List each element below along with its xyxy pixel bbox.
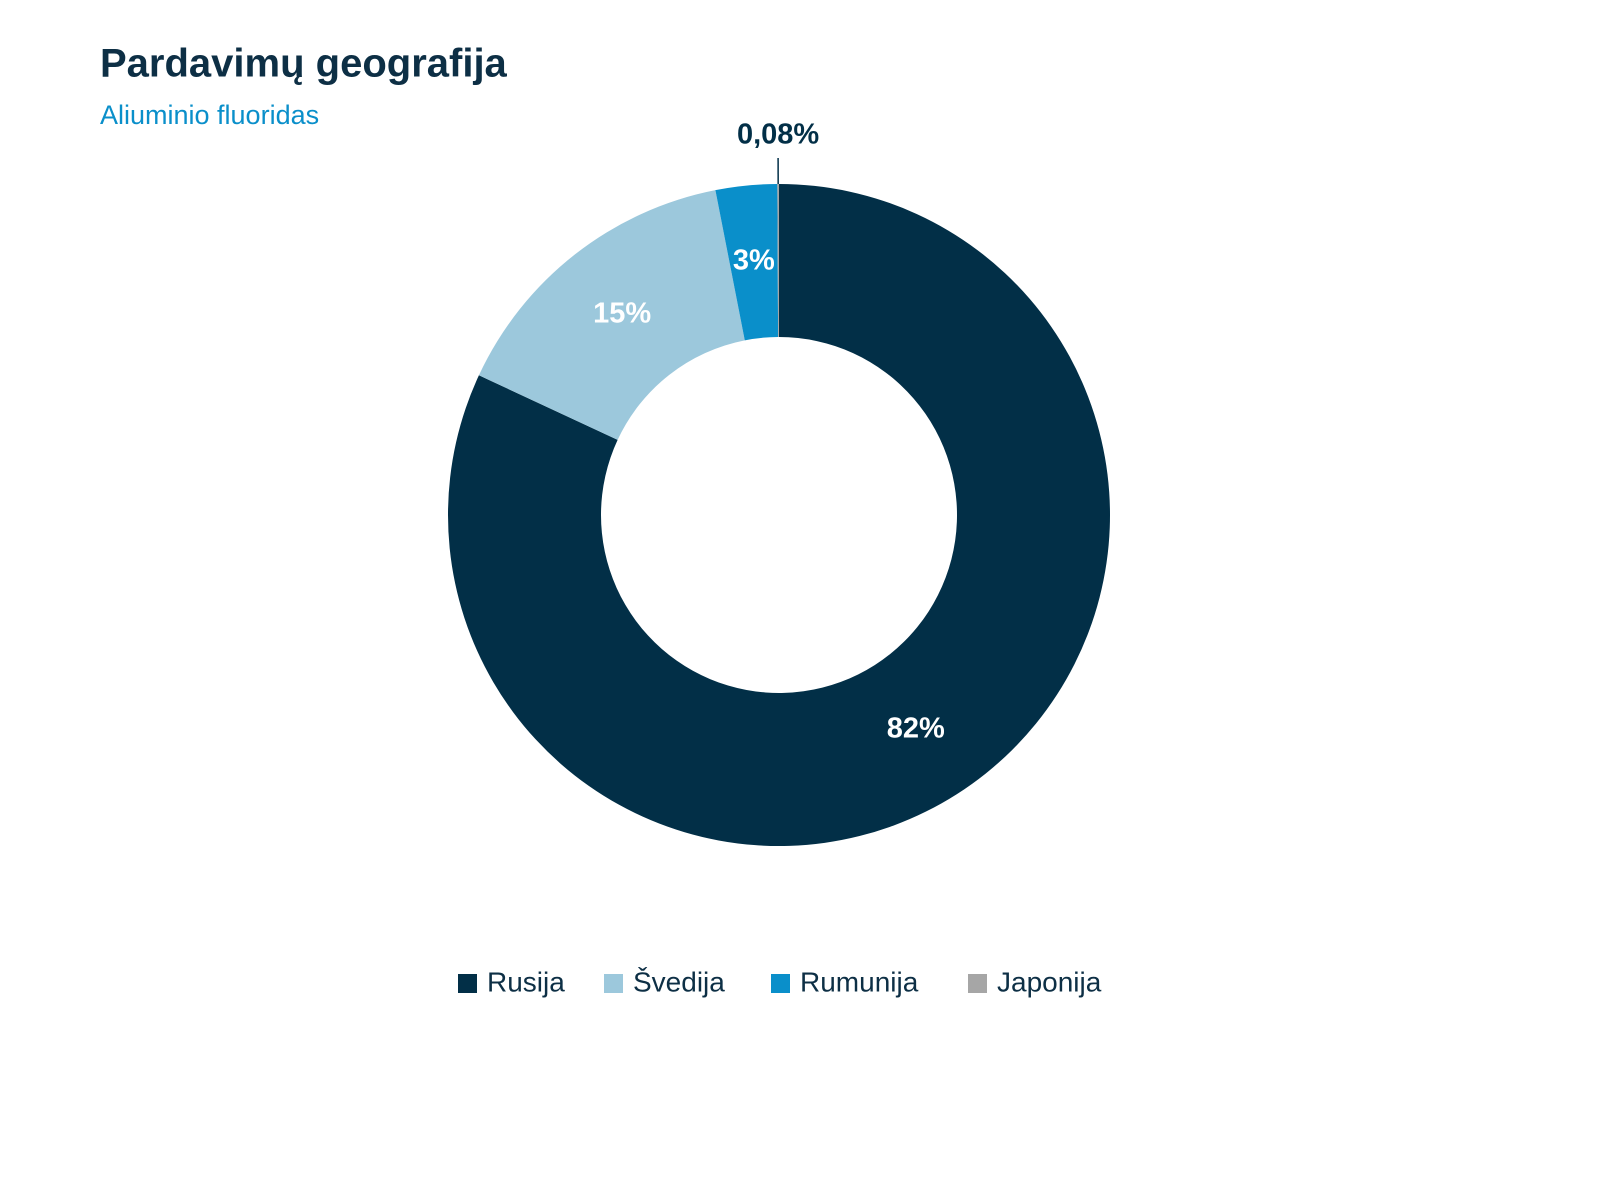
data-label: 0,08% (737, 119, 819, 151)
donut-slice (478, 190, 745, 440)
donut-slice (715, 184, 779, 341)
legend-label: Švedija (633, 966, 725, 997)
legend-label: Japonija (997, 966, 1102, 997)
legend-swatch (968, 974, 987, 993)
chart-subtitle: Aliuminio fluoridas (100, 100, 319, 130)
chart-title: Pardavimų geografija (100, 42, 508, 86)
legend-label: Rusija (487, 966, 565, 997)
donut-slice (777, 184, 779, 338)
data-label: 82% (887, 712, 945, 744)
legend-label: Rumunija (800, 966, 919, 997)
donut-slice (447, 184, 1110, 846)
data-label: 15% (593, 297, 651, 329)
legend-swatch (604, 974, 623, 993)
legend-swatch (458, 974, 477, 993)
data-label: 3% (733, 244, 775, 276)
legend-swatch (771, 974, 790, 993)
